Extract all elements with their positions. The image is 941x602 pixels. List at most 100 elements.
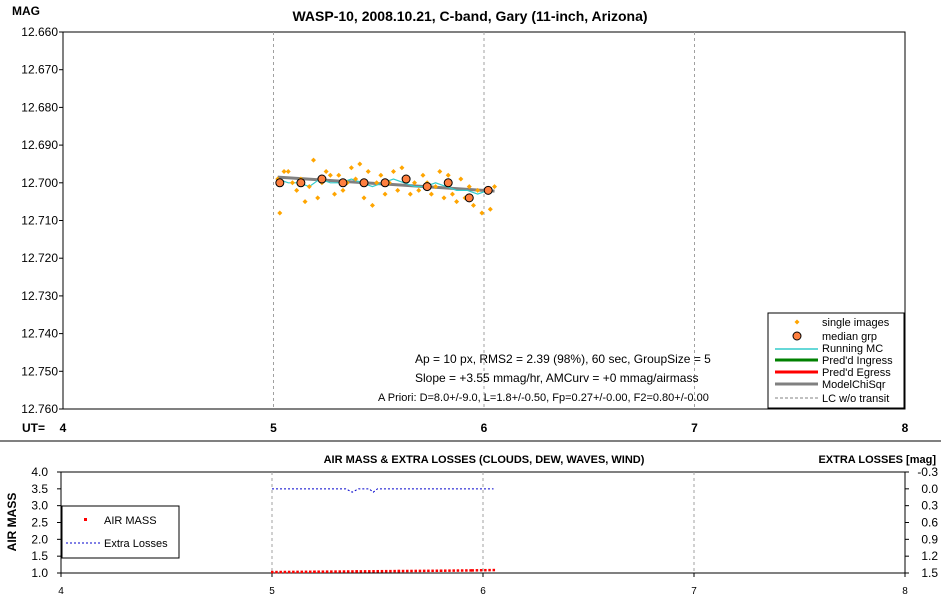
main-y-tick-label: 12.660 (21, 25, 58, 39)
main-x-tick-label: 5 (270, 421, 277, 435)
main-annotations: Ap = 10 px, RMS2 = 2.39 (98%), 60 sec, G… (378, 352, 711, 404)
airmass-point (475, 569, 479, 572)
median-grp-point (464, 193, 474, 203)
airmass-point (363, 570, 367, 573)
airmass-point (410, 569, 413, 573)
airmass-point (418, 569, 422, 573)
annotation-line-2: Slope = +3.55 mmag/hr, AMCurv = +0 mmag/… (415, 371, 698, 385)
extra-losses-line (272, 488, 494, 493)
main-x-tick-label: 7 (691, 421, 698, 435)
main-chart-title: WASP-10, 2008.10.21, C-band, Gary (11-in… (292, 8, 647, 24)
single-image-point (348, 165, 354, 171)
main-x-tick-label: 6 (481, 421, 488, 435)
annotation-line-3: A Priori: D=8.0+/-9.0, L=1.8+/-0.50, Fp=… (378, 392, 709, 404)
airmass-y-tick-label: 1.5 (31, 549, 48, 563)
main-y-tick-label: 12.750 (21, 364, 58, 378)
airmass-point (342, 570, 346, 573)
airmass-point (279, 570, 282, 574)
airmass-y2-ticks: -0.3 0.0 0.3 0.6 0.9 1.2 1.5 (905, 465, 938, 580)
airmass-y-tick-label: 1.0 (31, 566, 48, 580)
legend-label-lc-wo-transit: LC w/o transit (822, 393, 889, 405)
airmass-point (456, 569, 460, 572)
airmass-point (308, 570, 312, 574)
airmass-y-axis-label: AIR MASS (5, 493, 19, 552)
single-image-point (445, 172, 451, 178)
median-grp-point (401, 174, 411, 184)
airmass-point (292, 570, 295, 574)
single-image-point (302, 199, 308, 205)
single-image-point (310, 157, 316, 163)
legend-label-running-mc: Running MC (822, 343, 883, 355)
median-grp-point (338, 178, 348, 188)
legend-symbol-median-grp (792, 331, 802, 341)
airmass-grid (271, 472, 695, 573)
legend-label-extra-losses: Extra Losses (104, 538, 168, 550)
single-image-point (437, 168, 443, 174)
airmass-point (393, 569, 396, 573)
single-image-point (399, 165, 405, 171)
airmass-point (427, 569, 430, 573)
main-series (275, 157, 498, 216)
single-image-point (365, 168, 371, 174)
single-image-point (407, 191, 413, 197)
airmass-point (448, 569, 451, 572)
main-y-ticks: 12.660 12.670 12.680 12.690 12.700 12.710 12.7… (21, 25, 63, 416)
airmass-point (346, 570, 350, 573)
airmass-point (296, 570, 299, 574)
airmass-x-tick-label: 8 (902, 586, 908, 597)
single-image-point (412, 180, 418, 186)
airmass-point (439, 569, 443, 572)
single-image-point (289, 180, 295, 186)
airmass-point (271, 570, 274, 574)
single-image-point (395, 187, 401, 193)
airmass-point (317, 570, 320, 573)
airmass-y-tick-label: 2.5 (31, 516, 48, 530)
single-image-point (336, 172, 342, 178)
airmass-point (304, 570, 308, 574)
airmass-point (492, 568, 496, 572)
main-y-tick-label: 12.710 (21, 214, 58, 228)
airmass-point (287, 570, 291, 574)
single-image-point (390, 168, 396, 174)
single-image-point (353, 176, 359, 182)
main-y-tick-label: 12.700 (21, 176, 58, 190)
main-x-tick-label: 4 (60, 421, 67, 435)
legend-label-egress: Pred'd Egress (822, 367, 891, 379)
airmass-series (271, 488, 496, 574)
airmass-y2-tick-label: 0.0 (921, 482, 938, 496)
single-image-point (378, 172, 384, 178)
airmass-y2-tick-label: 1.2 (921, 549, 938, 563)
airmass-point (325, 570, 329, 573)
single-image-point (306, 184, 312, 190)
legend-label-modelchisqr: ModelChiSqr (822, 379, 886, 391)
airmass-point (313, 570, 316, 573)
main-y-tick-label: 12.670 (21, 63, 58, 77)
main-x-ticks: 4 5 6 7 8 (60, 421, 909, 435)
airmass-y-tick-label: 2.0 (31, 532, 48, 546)
main-legend: single images median grp Running MC Pred… (767, 312, 905, 409)
single-image-point (416, 187, 422, 193)
main-y-axis-label: MAG (12, 4, 40, 18)
legend-label-ingress: Pred'd Ingress (822, 355, 893, 367)
airmass-point (372, 570, 375, 573)
main-grid (273, 32, 695, 409)
airmass-point (275, 570, 278, 574)
single-image-point (315, 195, 321, 201)
airmass-point (414, 569, 417, 573)
airmass-legend: AIR MASS Extra Losses (61, 505, 180, 559)
main-y-tick-label: 12.760 (21, 402, 58, 416)
airmass-x-tick-label: 7 (691, 586, 697, 597)
main-y-tick-label: 12.690 (21, 138, 58, 152)
airmass-point (283, 570, 287, 574)
airmass-point (469, 569, 472, 572)
main-chart: WASP-10, 2008.10.21, C-band, Gary (11-in… (12, 4, 909, 435)
airmass-point (479, 569, 483, 572)
airmass-chart: AIR MASS & EXTRA LOSSES (CLOUDS, DEW, WA… (5, 454, 938, 597)
legend-label-airmass: AIR MASS (104, 515, 157, 527)
airmass-y-tick-label: 4.0 (31, 465, 48, 479)
median-grp-point (296, 178, 306, 188)
single-image-point (285, 168, 291, 174)
single-image-point (374, 180, 380, 186)
airmass-chart-title: AIR MASS & EXTRA LOSSES (CLOUDS, DEW, WA… (324, 454, 645, 466)
airmass-point (359, 570, 363, 573)
